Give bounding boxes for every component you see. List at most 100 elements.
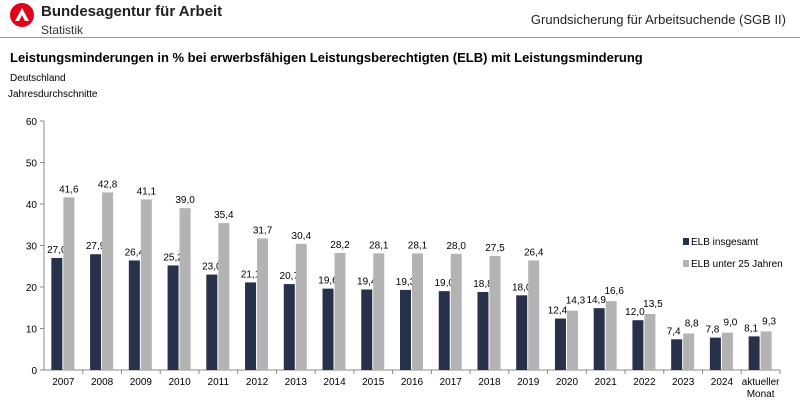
data-label: 26,4 [524, 247, 544, 258]
report-title: Grundsicherung für Arbeitsuchende (SGB I… [530, 12, 786, 27]
bar-insgesamt [593, 308, 605, 370]
bar-unter-25 [760, 331, 772, 370]
bar-unter-25 [373, 253, 385, 370]
bar-unter-25 [257, 238, 269, 370]
legend-label: ELB unter 25 Jahren [691, 259, 783, 270]
data-label: 31,7 [253, 225, 273, 236]
x-tick-label: 2010 [168, 377, 191, 388]
bar-insgesamt [632, 320, 644, 370]
bar-insgesamt [709, 337, 721, 370]
data-label: 35,4 [214, 210, 234, 221]
bar-insgesamt [90, 254, 102, 370]
bar-insgesamt [400, 289, 411, 370]
data-label: 7,8 [705, 325, 719, 336]
data-label: 41,1 [137, 186, 157, 197]
y-tick-label: 50 [26, 159, 38, 170]
x-tick-label: Monat [747, 389, 775, 400]
x-tick-label: 2009 [130, 377, 153, 388]
bar-unter-25 [63, 197, 75, 370]
data-label: 41,6 [59, 184, 79, 195]
bar-unter-25 [644, 313, 656, 370]
legend-swatch [683, 238, 689, 245]
x-tick-label: 2015 [362, 377, 385, 388]
data-label: 14,3 [566, 296, 586, 307]
data-label: 28,0 [447, 241, 467, 252]
x-tick-label: 2013 [285, 377, 308, 388]
bar-insgesamt [206, 274, 218, 370]
data-label: 19,6 [318, 276, 338, 287]
data-label: 23,0 [202, 262, 222, 273]
y-tick-label: 30 [26, 242, 38, 253]
data-label: 20,7 [280, 271, 300, 282]
bar-unter-25 [605, 301, 617, 370]
bar-insgesamt [516, 295, 528, 370]
org-name: Bundesagentur für Arbeit [41, 3, 223, 20]
bar-unter-25 [721, 332, 733, 370]
bar-unter-25 [140, 199, 152, 370]
bar-insgesamt [51, 257, 63, 370]
data-label: 8,8 [685, 318, 699, 329]
x-tick-label: 2018 [478, 377, 501, 388]
bar-unter-25 [489, 255, 501, 370]
bar-insgesamt [477, 291, 489, 370]
bar-insgesamt [438, 291, 450, 370]
x-tick-label: 2021 [595, 377, 618, 388]
y-tick-label: 60 [26, 117, 38, 128]
bar-unter-25 [102, 192, 114, 370]
bar-insgesamt [554, 318, 566, 370]
data-label: 19,4 [357, 276, 377, 287]
data-label: 19,0 [435, 278, 455, 289]
bar-unter-25 [295, 243, 307, 370]
bar-insgesamt [361, 289, 373, 370]
x-tick-label: 2020 [556, 377, 579, 388]
org-subtitle: Statistik [41, 23, 84, 37]
data-label: 9,3 [762, 316, 776, 327]
x-tick-label: 2019 [517, 377, 540, 388]
bar-insgesamt [671, 339, 683, 370]
bar-unter-25 [683, 333, 695, 370]
data-label: 28,1 [408, 240, 428, 251]
data-label: 12,0 [625, 307, 645, 318]
data-label: 25,2 [163, 252, 183, 263]
data-label: 18,0 [512, 282, 532, 293]
bar-unter-25 [412, 253, 423, 370]
data-label: 26,4 [125, 247, 145, 258]
bar-insgesamt [748, 336, 760, 370]
x-tick-label: 2014 [323, 377, 346, 388]
ba-logo-icon [10, 3, 34, 27]
x-tick-label: 2008 [91, 377, 114, 388]
bar-insgesamt [128, 260, 140, 370]
y-tick-label: 20 [26, 283, 38, 294]
data-label: 28,1 [369, 240, 389, 251]
data-label: 7,4 [667, 326, 681, 337]
data-label: 27,9 [86, 241, 106, 252]
data-label: 28,2 [330, 240, 350, 251]
data-label: 18,8 [473, 279, 493, 290]
bar-unter-25 [179, 208, 191, 370]
x-tick-label: 2022 [633, 377, 656, 388]
x-tick-label: 2016 [401, 377, 424, 388]
x-tick-label: 2024 [711, 377, 734, 388]
data-label: 14,9 [586, 295, 606, 306]
x-tick-label: aktueller [742, 377, 780, 388]
x-tick-label: 2017 [440, 377, 463, 388]
bar-unter-25 [218, 223, 230, 370]
data-label: 13,5 [643, 299, 663, 310]
x-tick-label: 2011 [208, 377, 230, 388]
bar-unter-25 [528, 260, 540, 370]
bar-insgesamt [167, 265, 179, 370]
legend-label: ELB insgesamt [691, 237, 758, 248]
data-label: 8,1 [744, 323, 758, 334]
bar-unter-25 [334, 252, 346, 370]
data-label: 27,0 [47, 245, 67, 256]
data-label: 19,3 [396, 277, 416, 288]
bar-insgesamt [322, 288, 334, 370]
chart-title: Leistungsminderungen in % bei erwerbsfäh… [10, 50, 643, 65]
x-tick-label: 2007 [52, 377, 75, 388]
bar-insgesamt [245, 282, 257, 370]
header-divider [0, 37, 800, 38]
data-label: 27,5 [485, 243, 505, 254]
data-label: 39,0 [175, 195, 195, 206]
y-tick-label: 40 [26, 200, 38, 211]
